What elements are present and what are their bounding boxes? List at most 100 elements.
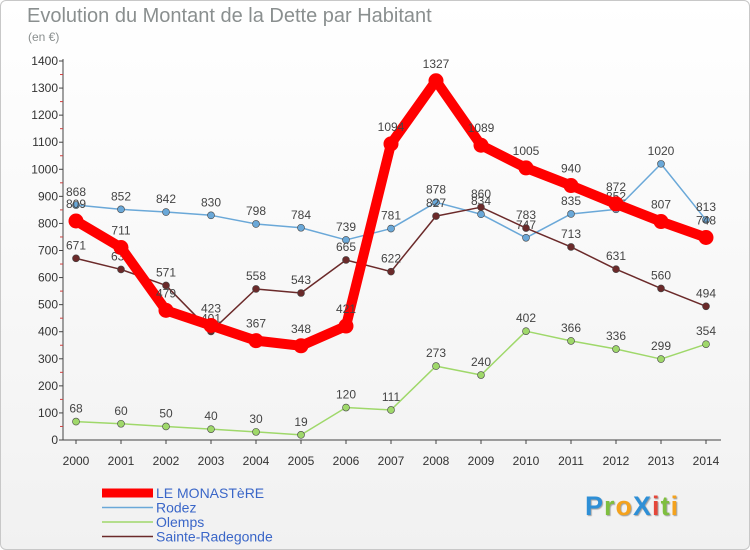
logo-letter: i [652, 491, 661, 521]
data-label: 809 [66, 197, 86, 211]
data-point [72, 417, 80, 426]
logo-letter: o [615, 491, 634, 521]
data-point [522, 327, 530, 335]
data-label: 1327 [423, 57, 450, 71]
chart-unit-label: (en €) [28, 30, 60, 44]
data-point [72, 254, 80, 263]
data-point [252, 428, 260, 436]
data-label: 784 [291, 208, 311, 222]
data-point [162, 208, 170, 216]
data-label: 479 [156, 286, 176, 300]
data-point [342, 403, 350, 412]
data-label: 366 [561, 321, 581, 335]
data-point [653, 214, 669, 230]
y-tick-label: 1000 [31, 162, 58, 176]
legend-label: Sainte-Radegonde [156, 529, 273, 545]
data-label: 834 [471, 194, 491, 208]
data-label: 622 [381, 252, 401, 266]
data-label: 781 [381, 209, 401, 223]
data-label: 50 [159, 406, 173, 420]
data-label: 813 [696, 200, 716, 214]
logo-letter: r [604, 491, 616, 521]
data-label: 299 [651, 339, 671, 353]
x-tick-label: 2006 [333, 454, 360, 468]
data-label: 711 [111, 224, 130, 238]
x-tick-label: 2009 [468, 454, 495, 468]
data-point [608, 196, 624, 212]
series-sainte-radegonde: 6716305714015585436656228278607837136315… [66, 187, 716, 336]
data-label: 807 [651, 198, 671, 212]
data-label: 111 [382, 390, 401, 404]
y-tick-label: 500 [38, 298, 58, 312]
data-point [612, 265, 620, 273]
data-point [387, 406, 395, 414]
series-olemps: 68 60 50 40 30 19 120 111 273 240 402 366 336 299 354 [69, 311, 716, 439]
data-point [473, 137, 489, 153]
data-point [297, 431, 305, 439]
logo-letter: t [660, 491, 671, 521]
y-tick-label: 1300 [31, 81, 58, 95]
data-label: 60 [114, 404, 128, 418]
data-point [612, 345, 620, 353]
data-point [428, 73, 444, 89]
x-tick-label: 2004 [243, 454, 270, 468]
data-label: 543 [291, 273, 311, 287]
data-point [657, 160, 665, 168]
y-tick-label: 900 [38, 189, 58, 203]
x-tick-label: 2012 [603, 454, 630, 468]
y-tick-label: 600 [38, 271, 58, 285]
x-tick-label: 2002 [153, 454, 180, 468]
data-point [702, 216, 710, 224]
data-label: 336 [606, 329, 626, 343]
data-label: 827 [426, 196, 446, 210]
y-tick-label: 100 [38, 406, 58, 420]
x-tick-label: 2014 [693, 454, 720, 468]
data-point [117, 205, 125, 214]
data-point [477, 210, 485, 219]
data-label: 878 [426, 182, 446, 196]
data-point [162, 422, 170, 431]
data-label: 19 [294, 415, 308, 429]
data-label: 940 [561, 162, 581, 176]
data-point [297, 289, 305, 297]
data-point [518, 160, 534, 176]
x-tick-label: 2007 [378, 454, 405, 468]
data-point [252, 220, 260, 228]
data-label: 423 [201, 301, 221, 315]
data-label: 240 [471, 355, 491, 369]
data-label: 348 [291, 322, 311, 336]
y-tick-label: 0 [51, 433, 58, 447]
data-point [338, 318, 354, 334]
data-label: 68 [69, 402, 83, 416]
y-tick-label: 300 [38, 352, 58, 366]
data-point [702, 340, 710, 348]
data-point [342, 236, 350, 244]
data-point [563, 178, 579, 194]
data-point [207, 425, 215, 433]
data-label: 494 [696, 286, 716, 300]
data-point [252, 285, 260, 293]
data-point [432, 362, 440, 370]
data-label: 671 [66, 238, 86, 252]
data-point [72, 201, 80, 209]
x-tick-label: 2001 [108, 454, 135, 468]
series-le-monast-re: 809 711 479 423 367 348 421 1094 1327 1089 1005 940… [66, 57, 716, 354]
logo-letter: P [585, 491, 605, 521]
legend-label: Rodez [156, 500, 196, 516]
x-tick-label: 2013 [648, 454, 675, 468]
data-label: 30 [249, 412, 263, 426]
legend-label: Olemps [156, 514, 204, 530]
x-tick-label: 2008 [423, 454, 450, 468]
data-label: 560 [651, 268, 671, 282]
y-tick-label: 700 [38, 244, 58, 258]
data-label: 842 [156, 192, 176, 206]
data-label: 120 [336, 388, 356, 402]
x-tick-label: 2011 [558, 454, 584, 468]
y-tick-label: 200 [38, 379, 58, 393]
x-tick-label: 2005 [288, 454, 315, 468]
data-label: 783 [516, 208, 536, 222]
data-point [248, 333, 264, 349]
data-label: 665 [336, 240, 356, 254]
data-label: 421 [336, 302, 356, 316]
